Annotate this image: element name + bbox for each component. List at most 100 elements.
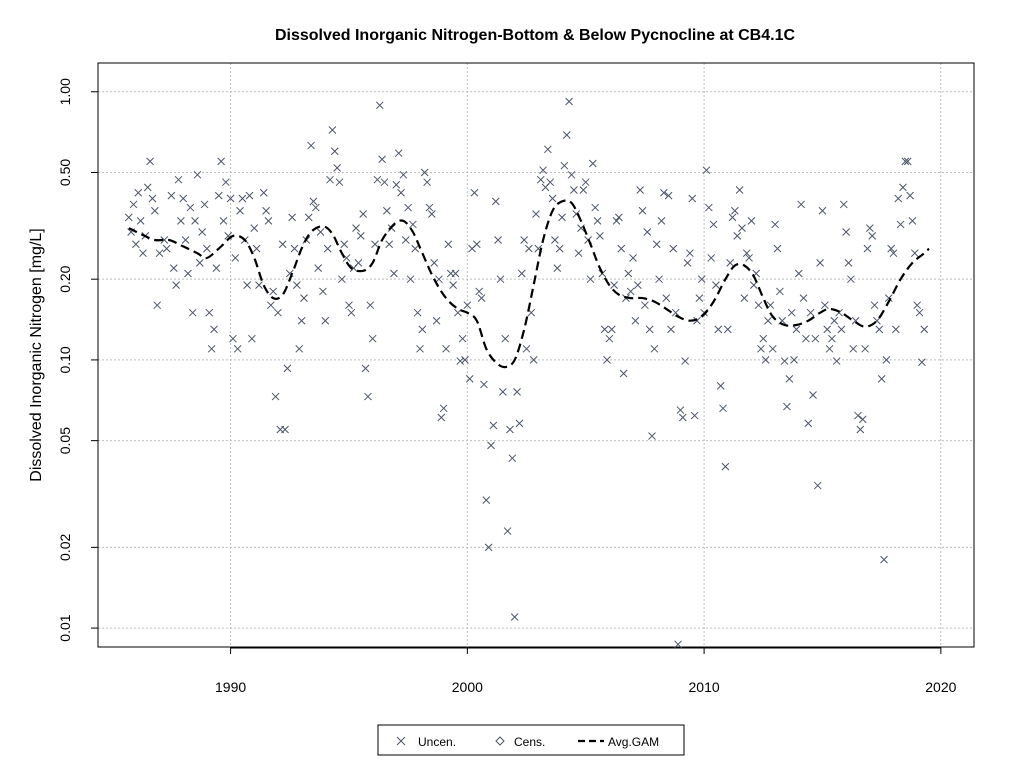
data-point: [411, 244, 420, 253]
data-point: [132, 240, 140, 249]
x-tick-label: 2010: [689, 679, 720, 695]
data-point: [380, 178, 389, 187]
data-point: [200, 200, 209, 209]
data-point: [603, 356, 611, 364]
data-point: [553, 264, 562, 272]
data-point: [558, 213, 566, 222]
grid-layer: [98, 63, 974, 647]
data-point: [868, 232, 877, 240]
data-point: [309, 197, 318, 206]
data-point: [508, 454, 517, 463]
data-point: [238, 194, 247, 203]
data-point: [899, 183, 907, 192]
data-point: [794, 269, 803, 278]
data-point: [674, 640, 682, 649]
data-point: [693, 316, 701, 325]
data-point: [248, 334, 256, 343]
data-point: [908, 217, 917, 225]
data-point: [768, 344, 777, 353]
data-point: [543, 145, 552, 154]
data-point: [806, 308, 815, 317]
data-point: [274, 308, 282, 317]
data-point: [596, 232, 604, 240]
data-point: [480, 380, 488, 389]
data-point: [297, 316, 306, 325]
data-point: [266, 301, 275, 310]
data-point: [143, 183, 152, 192]
plot-frame: [97, 62, 975, 648]
data-point: [880, 555, 888, 564]
data-point: [757, 344, 765, 353]
data-point: [269, 287, 278, 296]
data-point: [773, 244, 782, 253]
data-point: [231, 254, 240, 262]
data-point: [823, 325, 832, 334]
data-point: [529, 356, 538, 364]
data-point: [738, 224, 746, 233]
data-point: [425, 203, 434, 212]
data-point: [229, 334, 237, 343]
data-point: [368, 334, 377, 343]
data-point: [252, 244, 261, 253]
data-point: [484, 543, 493, 552]
data-point: [818, 206, 827, 215]
data-point: [506, 425, 514, 434]
data-point: [482, 496, 491, 504]
data-point: [233, 344, 242, 353]
data-point: [139, 249, 147, 258]
data-point: [612, 217, 621, 225]
data-point: [236, 206, 244, 215]
data-point: [839, 200, 848, 209]
x-tick-label: 1990: [215, 679, 246, 695]
data-point: [472, 240, 481, 249]
data-point: [333, 164, 341, 172]
legend-label-uncen: Uncen.: [418, 735, 456, 749]
data-point: [884, 294, 893, 302]
data-point: [856, 425, 865, 434]
data-point: [714, 325, 723, 334]
data-point: [610, 281, 618, 290]
data-point: [776, 287, 784, 296]
data-point: [463, 301, 472, 310]
y-tick-label: 0.05: [57, 427, 73, 454]
data-point: [742, 249, 751, 258]
data-point: [219, 217, 228, 225]
data-point: [645, 325, 654, 334]
data-point: [828, 334, 836, 343]
data-point: [207, 344, 216, 353]
data-point: [655, 275, 663, 284]
data-point: [816, 259, 824, 267]
data-point: [323, 244, 332, 253]
y-tick-label: 0.02: [57, 534, 73, 561]
data-point: [617, 244, 626, 253]
data-point: [870, 301, 879, 310]
data-point: [226, 194, 235, 203]
data-point: [686, 249, 694, 258]
data-point: [591, 203, 600, 212]
data-point: [394, 149, 403, 158]
data-point: [499, 388, 507, 396]
data-point: [716, 382, 725, 390]
data-point: [825, 344, 834, 353]
data-point: [364, 392, 372, 401]
data-point: [659, 188, 668, 197]
data-point: [522, 344, 531, 353]
data-point: [638, 206, 647, 215]
data-point: [747, 217, 756, 225]
data-point: [439, 404, 448, 413]
data-point: [444, 240, 453, 249]
data-point: [745, 254, 753, 262]
data-point: [858, 415, 867, 424]
data-point: [678, 413, 687, 422]
legend-label-cens: Cens.: [514, 735, 545, 749]
data-point: [804, 419, 813, 428]
data-point: [918, 358, 926, 367]
data-point: [783, 402, 791, 411]
data-point: [889, 249, 898, 258]
data-point: [418, 325, 427, 334]
data-point: [335, 178, 344, 187]
data-point: [366, 301, 375, 310]
data-point: [179, 194, 188, 203]
data-point: [454, 308, 462, 317]
data-point: [212, 264, 221, 272]
